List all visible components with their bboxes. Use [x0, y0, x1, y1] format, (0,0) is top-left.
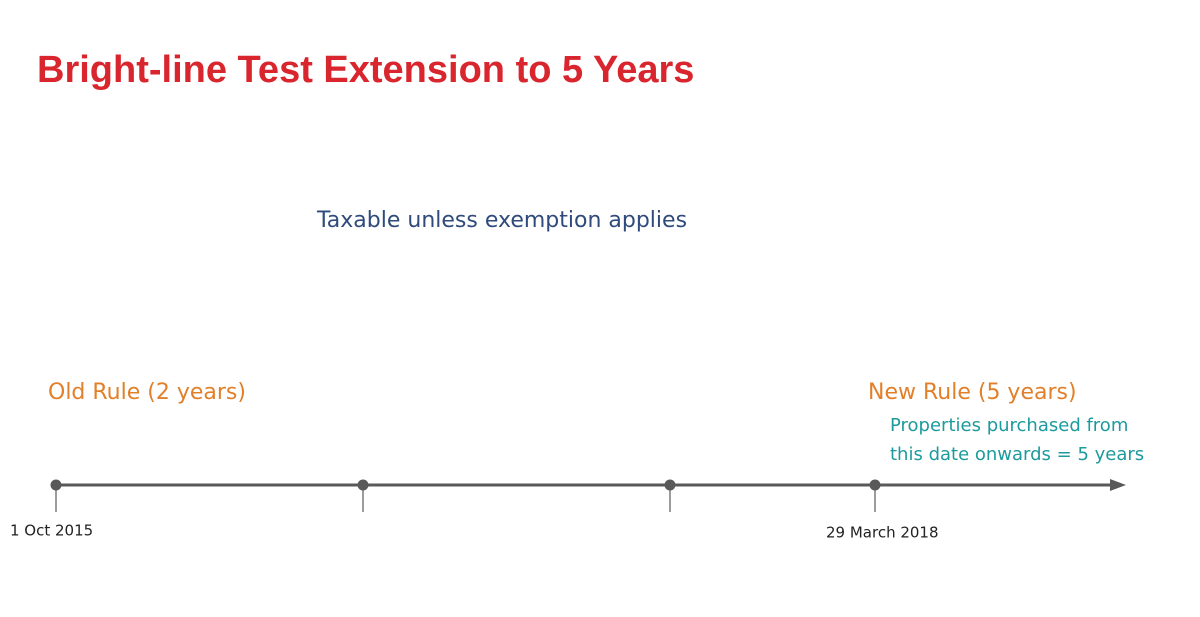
timeline-date: 1 Oct 2015 — [10, 522, 93, 540]
timeline-dot — [50, 479, 62, 491]
timeline — [50, 479, 1126, 512]
timeline-arrow — [1110, 479, 1126, 491]
subtitle: Taxable unless exemption applies — [316, 208, 687, 233]
new-rule-note: Properties purchased from — [890, 415, 1128, 436]
old-rule-label: Old Rule (2 years) — [48, 380, 246, 405]
slide-title: Bright-line Test Extension to 5 Years — [37, 49, 694, 91]
timeline-dot — [664, 479, 676, 491]
timeline-date: 29 March 2018 — [826, 524, 939, 542]
timeline-dot — [357, 479, 369, 491]
new-rule-note: this date onwards = 5 years — [890, 444, 1144, 465]
new-rule-label: New Rule (5 years) — [868, 380, 1077, 405]
timeline-dot — [869, 479, 881, 491]
